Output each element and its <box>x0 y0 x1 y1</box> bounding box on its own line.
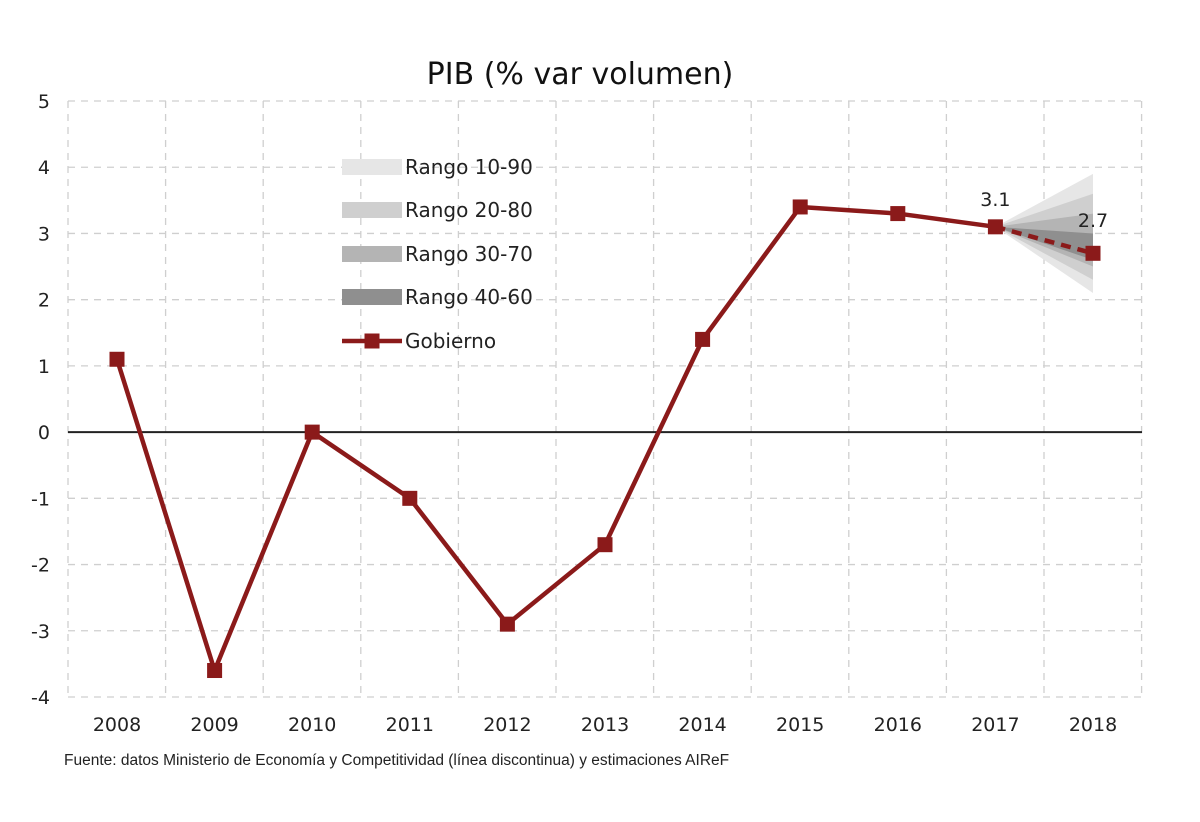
data-point-marker <box>402 490 418 506</box>
legend-label: Rango 30-70 <box>405 242 533 266</box>
chart-title: PIB (% var volumen) <box>427 57 734 92</box>
y-tick-label: 3 <box>38 223 50 245</box>
legend: Rango 10-90 Rango 20-80 Rango 30-70 Rango 4… <box>342 155 533 353</box>
legend-swatch <box>342 159 402 175</box>
legend-label: Rango 20-80 <box>405 198 533 222</box>
x-tick-label: 2012 <box>483 714 531 736</box>
legend-label: Gobierno <box>405 329 496 353</box>
legend-marker <box>364 333 380 349</box>
x-tick-label: 2015 <box>776 714 824 736</box>
x-tick-label: 2010 <box>288 714 336 736</box>
annotations: 3.1 2.7 <box>980 189 1108 232</box>
series-group <box>109 199 1101 679</box>
legend-label: Rango 10-90 <box>405 155 533 179</box>
legend-label: Rango 40-60 <box>405 285 533 309</box>
x-tick-label: 2008 <box>93 714 141 736</box>
data-point-marker <box>207 663 223 679</box>
x-tick-label: 2014 <box>678 714 726 736</box>
data-label: 3.1 <box>980 189 1010 211</box>
data-point-marker <box>1085 245 1101 261</box>
data-point-marker <box>792 199 808 215</box>
data-point-marker <box>890 206 906 222</box>
data-point-marker <box>987 219 1003 235</box>
x-tick-label: 2013 <box>581 714 629 736</box>
y-tick-label: 4 <box>38 157 50 179</box>
y-tick-label: -4 <box>31 687 50 709</box>
data-point-marker <box>597 537 613 553</box>
legend-swatch <box>342 246 402 262</box>
source-note: Fuente: datos Ministerio de Economía y C… <box>64 752 729 769</box>
data-label: 2.7 <box>1078 210 1108 232</box>
y-tick-label: 0 <box>38 422 50 444</box>
x-tick-label: 2009 <box>190 714 238 736</box>
y-tick-label: 5 <box>38 91 50 113</box>
y-tick-label: 1 <box>38 356 50 378</box>
y-tick-label: 2 <box>38 290 50 312</box>
y-tick-label: -1 <box>31 488 50 510</box>
grid <box>67 100 1143 698</box>
y-tick-label: -3 <box>31 621 50 643</box>
data-point-marker <box>499 616 515 632</box>
series-line <box>114 204 996 673</box>
data-point-marker <box>109 351 125 367</box>
x-tick-label: 2011 <box>386 714 434 736</box>
data-point-marker <box>304 424 320 440</box>
legend-swatch <box>342 289 402 305</box>
x-tick-label: 2018 <box>1069 714 1117 736</box>
y-tick-label: -2 <box>31 555 50 577</box>
data-point-marker <box>695 331 711 347</box>
x-tick-label: 2016 <box>874 714 922 736</box>
axes: 5 4 3 2 1 0 -1 -2 -3 -4 2008 2009 2010 2011 2012 2013 20… <box>31 91 1142 736</box>
legend-swatch <box>342 202 402 218</box>
x-tick-label: 2017 <box>971 714 1019 736</box>
forecast-fan <box>995 173 1093 294</box>
